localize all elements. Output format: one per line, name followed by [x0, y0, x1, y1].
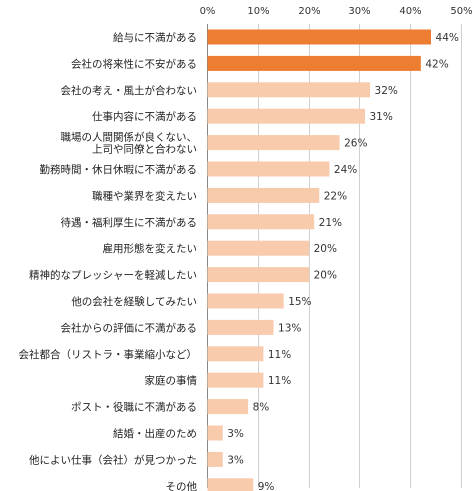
bar: [207, 372, 264, 388]
category-label-line: 勤務時間・休日休暇に不満がある: [40, 163, 198, 176]
category-label-line: 他によい仕事（会社）が見つかった: [29, 453, 197, 466]
value-label: 44%: [436, 32, 459, 44]
value-label: 20%: [314, 243, 337, 255]
bar: [207, 55, 421, 71]
bar: [207, 293, 284, 309]
category-label: 他によい仕事（会社）が見つかった: [29, 453, 197, 466]
category-labels: 給与に不満がある会社の将来性に不安がある会社の考え・風土が合わない仕事内容に不満…: [19, 31, 198, 491]
category-label: 会社の考え・風土が合わない: [61, 84, 198, 97]
category-label-line: 雇用形態を変えたい: [103, 242, 198, 255]
bar: [207, 29, 432, 45]
category-label-line: 待遇・福利厚生に不満がある: [61, 216, 198, 229]
category-label-line: 精神的なプレッシャーを軽減したい: [29, 269, 197, 282]
category-label: 待遇・福利厚生に不満がある: [61, 216, 198, 229]
bar: [207, 451, 223, 467]
category-label: 勤務時間・休日休暇に不満がある: [40, 163, 198, 176]
value-label: 20%: [314, 270, 337, 282]
x-tick-label: 20%: [298, 6, 320, 17]
bar: [207, 108, 365, 124]
x-tick-label: 40%: [399, 6, 421, 17]
bar: [207, 214, 315, 230]
value-label: 3%: [227, 454, 244, 466]
category-label-line: ポスト・役職に不満がある: [71, 401, 197, 414]
category-label: 家庭の事情: [145, 374, 198, 387]
category-label: 会社からの評価に不満がある: [61, 321, 198, 334]
category-label: 職種や業界を変えたい: [92, 189, 197, 202]
category-label: 雇用形態を変えたい: [103, 242, 198, 255]
value-label: 26%: [344, 138, 367, 150]
value-label: 42%: [425, 58, 448, 70]
bar: [207, 82, 371, 98]
category-label: その他: [166, 480, 198, 491]
bar: [207, 187, 320, 203]
category-label-line: 会社都合（リストラ・事業縮小など）: [19, 348, 198, 361]
category-label-line: 会社の考え・風土が合わない: [61, 84, 198, 97]
category-label-line: 会社の将来性に不安がある: [71, 57, 197, 70]
value-label: 13%: [278, 322, 301, 334]
category-label: 職場の人間関係が良くない、上司や同僚と合わない: [61, 131, 198, 156]
x-tick-label: 50%: [450, 6, 472, 17]
bar: [207, 478, 254, 491]
value-label: 24%: [334, 164, 357, 176]
bar: [207, 161, 330, 177]
x-axis-ticks: 0% 10% 20% 30% 40% 50%: [200, 6, 473, 17]
category-label: 他の会社を経験してみたい: [71, 295, 197, 308]
category-label-line: 会社からの評価に不満がある: [61, 321, 198, 334]
value-label: 31%: [369, 111, 392, 123]
category-label-line: 上司や同僚と合わない: [92, 143, 197, 156]
category-label: 給与に不満がある: [113, 31, 197, 44]
category-label-line: 家庭の事情: [145, 374, 198, 387]
x-tick-label: 30%: [348, 6, 370, 17]
category-label: 会社の将来性に不安がある: [71, 57, 197, 70]
bar: [207, 267, 310, 283]
value-label: 21%: [319, 217, 342, 229]
value-label: 9%: [258, 481, 275, 491]
category-label-line: 職種や業界を変えたい: [92, 189, 197, 202]
category-label: 結婚・出産のため: [113, 427, 197, 440]
value-labels: 44% 42% 32% 31% 26% 24% 22% 21% 20% 20% 15% 13% 11% 1…: [227, 32, 459, 491]
category-label-line: 給与に不満がある: [113, 31, 197, 44]
category-label-line: 他の会社を経験してみたい: [71, 295, 197, 308]
x-tick-label: 0%: [200, 6, 216, 17]
bars: [207, 29, 432, 491]
bar: [207, 346, 264, 362]
bar: [207, 240, 310, 256]
category-label: 精神的なプレッシャーを軽減したい: [29, 269, 197, 282]
category-label: 会社都合（リストラ・事業縮小など）: [19, 348, 198, 361]
value-label: 32%: [375, 85, 398, 97]
value-label: 8%: [253, 402, 270, 414]
x-tick-label: 10%: [247, 6, 269, 17]
value-label: 15%: [288, 296, 311, 308]
bar: [207, 399, 249, 415]
category-label-line: 仕事内容に不満がある: [92, 110, 197, 123]
category-label: 仕事内容に不満がある: [92, 110, 197, 123]
bar: [207, 425, 223, 441]
bar: [207, 319, 274, 335]
value-label: 11%: [268, 375, 291, 387]
category-label-line: 職場の人間関係が良くない、: [61, 131, 198, 144]
value-label: 3%: [227, 428, 244, 440]
value-label: 22%: [324, 190, 347, 202]
category-label-line: その他: [166, 480, 198, 491]
category-label-line: 結婚・出産のため: [113, 427, 197, 440]
category-label: ポスト・役職に不満がある: [71, 401, 197, 414]
bar: [207, 135, 340, 151]
value-label: 11%: [268, 349, 291, 361]
